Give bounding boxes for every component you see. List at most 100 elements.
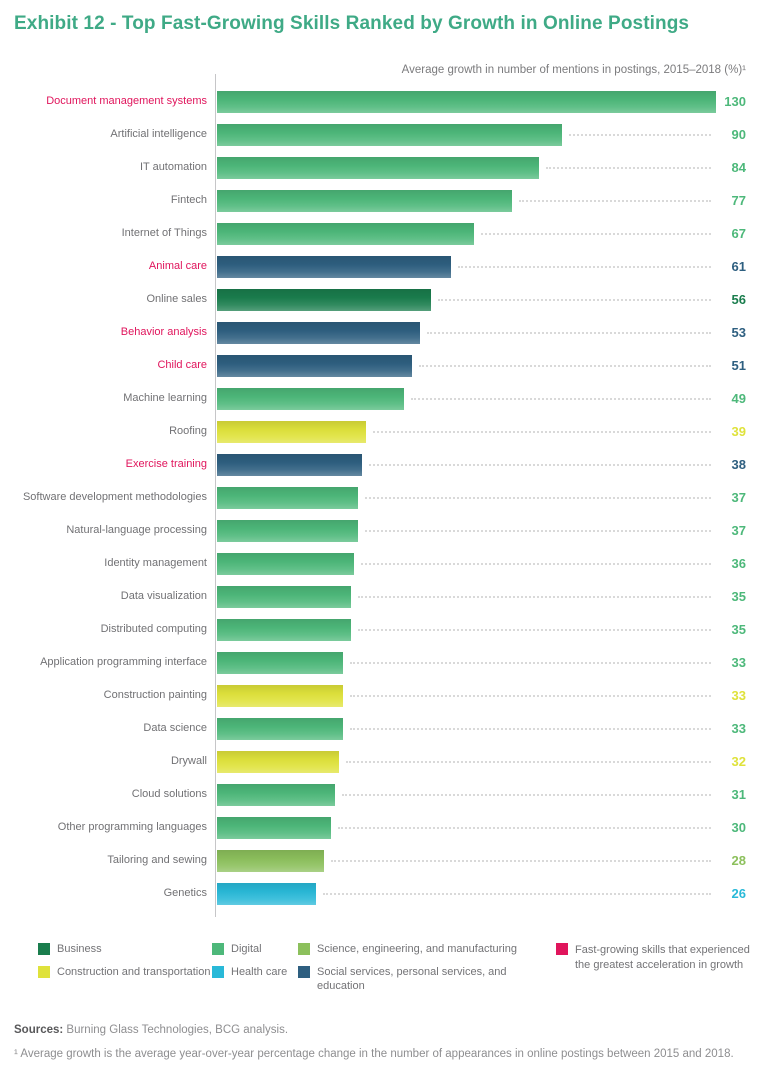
bar: [217, 816, 332, 839]
bar-value: 35: [731, 589, 746, 604]
bar: [217, 354, 413, 377]
bar-rows: Document management systems 130 Artificial…: [0, 85, 768, 910]
bar-value: 67: [731, 226, 746, 241]
legend-item: Business: [38, 943, 212, 957]
bar-value: 30: [731, 820, 746, 835]
bar: [217, 90, 716, 113]
sources-line: Sources: Burning Glass Technologies, BCG…: [14, 1024, 748, 1036]
bar-label: Construction painting: [103, 689, 207, 702]
legend-swatch: [38, 943, 50, 955]
bar-value: 53: [731, 325, 746, 340]
bar-label: Genetics: [163, 887, 207, 900]
bar-label: Software development methodologies: [22, 491, 207, 504]
bar: [217, 123, 563, 146]
leader-line: [426, 332, 711, 334]
bar-value: 32: [731, 754, 746, 769]
legend-label: Fast-growing skills that experienced the…: [575, 944, 750, 972]
bar-value: 35: [731, 622, 746, 637]
leader-line: [411, 398, 711, 400]
chart-row: Behavior analysis 53: [0, 316, 768, 349]
bar: [217, 684, 343, 707]
bar-label: Cloud solutions: [131, 788, 207, 801]
leader-line: [349, 695, 711, 697]
legend-label: Health care: [231, 965, 288, 978]
chart-row: Cloud solutions 31: [0, 778, 768, 811]
chart-row: Online sales 56: [0, 283, 768, 316]
leader-line: [569, 134, 711, 136]
chart-row: Identity management 36: [0, 547, 768, 580]
chart-row: Artificial intelligence 90: [0, 118, 768, 151]
leader-line: [519, 200, 711, 202]
bar-label: Document management systems: [46, 95, 207, 108]
bar-value: 51: [731, 358, 746, 373]
bar-label: Identity management: [104, 557, 207, 570]
bar: [217, 618, 351, 641]
leader-line: [323, 893, 711, 895]
bar-value: 39: [731, 424, 746, 439]
legend-item: Digital: [212, 943, 298, 957]
leader-line: [346, 761, 711, 763]
bar-label: Other programming languages: [57, 821, 207, 834]
chart-row: Internet of Things 67: [0, 217, 768, 250]
legend-item: Social services, personal services, and …: [298, 965, 556, 994]
bar: [217, 189, 513, 212]
bar: [217, 420, 366, 443]
chart-row: Animal care 61: [0, 250, 768, 283]
bar-value: 37: [731, 490, 746, 505]
bar: [217, 882, 316, 905]
bar-value: 37: [731, 523, 746, 538]
bar-track: [216, 184, 716, 217]
bar-value: 77: [731, 193, 746, 208]
bar-track: [216, 679, 716, 712]
legend-swatch: [38, 965, 50, 978]
y-axis-line: [215, 74, 216, 917]
bar-track: [216, 415, 716, 448]
bar: [217, 156, 540, 179]
exhibit-title: Exhibit 12 - Top Fast-Growing Skills Ran…: [14, 13, 690, 34]
bar-value: 28: [731, 853, 746, 868]
bar-label: Data science: [143, 722, 207, 735]
bar-chart: Document management systems 130 Artificial…: [0, 74, 768, 917]
bar-value: 38: [731, 457, 746, 472]
bar: [217, 288, 432, 311]
leader-line: [357, 629, 711, 631]
bar-track: [216, 712, 716, 745]
bar-value: 26: [731, 886, 746, 901]
legend-label: Science, engineering, and manufacturing: [317, 943, 517, 955]
bar: [217, 849, 324, 872]
bar-value: 56: [731, 292, 746, 307]
bar-track: [216, 118, 716, 151]
bar-track: [216, 844, 716, 877]
chart-row: Natural-language processing 37: [0, 514, 768, 547]
legend-label: Construction and transportation: [57, 965, 211, 978]
bar-track: [216, 613, 716, 646]
bar: [217, 486, 359, 509]
legend-swatch: [298, 943, 310, 955]
footer: Sources: Burning Glass Technologies, BCG…: [0, 1024, 768, 1060]
legend-swatch: [298, 965, 310, 978]
chart-row: IT automation 84: [0, 151, 768, 184]
chart-row: Child care 51: [0, 349, 768, 382]
bar-value: 130: [724, 94, 746, 109]
bar-track: [216, 580, 716, 613]
bar-label: IT automation: [139, 161, 207, 174]
bar-label: Drywall: [170, 755, 207, 768]
leader-line: [349, 728, 711, 730]
chart-row: Construction painting 33: [0, 679, 768, 712]
legend-item: Science, engineering, and manufacturing: [298, 943, 556, 957]
bar-track: [216, 877, 716, 910]
bar-track: [216, 778, 716, 811]
legend-swatch: [556, 943, 568, 955]
chart-row: Software development methodologies 37: [0, 481, 768, 514]
leader-line: [546, 167, 711, 169]
leader-line: [338, 827, 711, 829]
bar-track: [216, 646, 716, 679]
leader-line: [419, 365, 711, 367]
leader-line: [342, 794, 711, 796]
bar-track: [216, 316, 716, 349]
bar-label: Fintech: [170, 194, 207, 207]
bar-track: [216, 85, 716, 118]
bar: [217, 222, 474, 245]
bar-label: Exercise training: [125, 458, 207, 471]
